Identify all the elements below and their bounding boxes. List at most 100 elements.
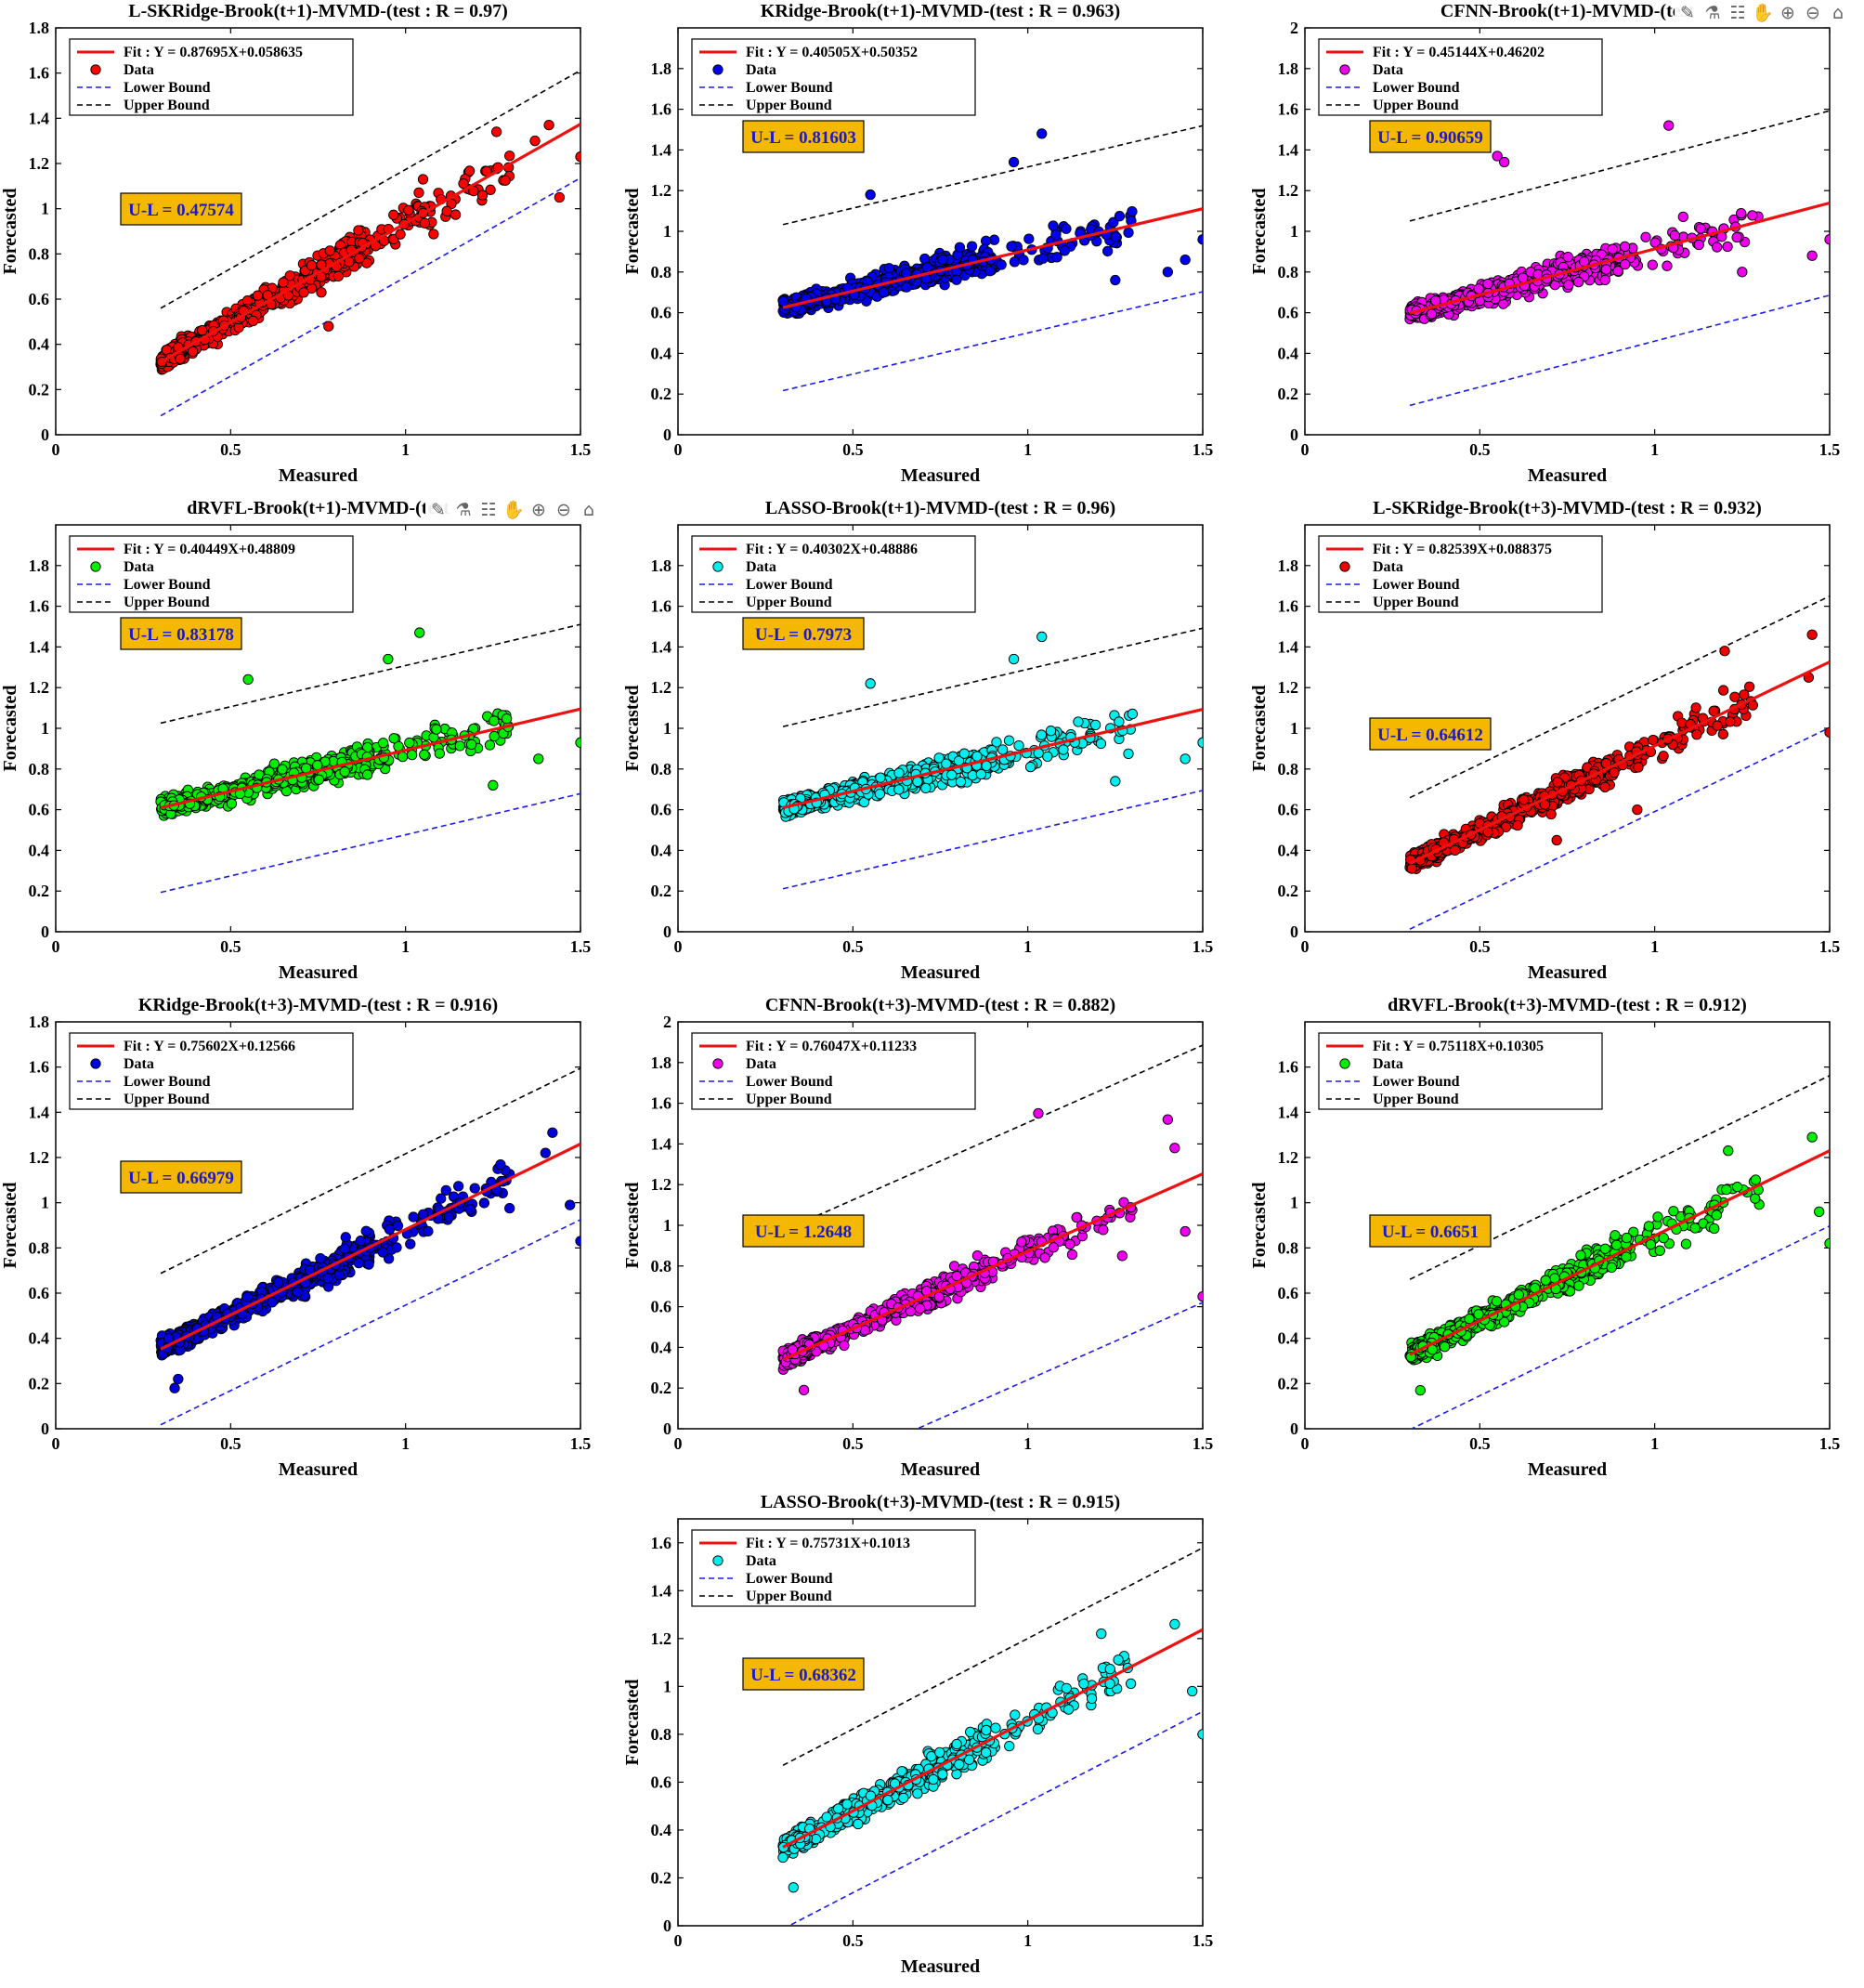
- home-icon[interactable]: ⌂: [583, 500, 594, 520]
- y-tick-label: 0.2: [29, 1374, 50, 1393]
- y-tick-label: 0.4: [29, 335, 50, 354]
- x-tick-label: 0: [674, 937, 683, 956]
- data-point: [432, 725, 441, 734]
- x-tick-label: 1.5: [570, 440, 592, 459]
- y-tick-label: 1.8: [29, 556, 50, 575]
- chart-panel-1: L-SKRidge-Brook(t+1)-MVMD-(test : R = 0.…: [0, 0, 613, 497]
- data-point: [534, 754, 543, 764]
- export-icon[interactable]: ✎: [1680, 3, 1695, 23]
- chart-title: dRVFL-Brook(t+1)-MVMD-(test: [187, 498, 450, 518]
- legend-lower-label: Lower Bound: [1373, 577, 1460, 593]
- y-tick-label: 1: [663, 719, 671, 738]
- y-tick-label: 0: [41, 1419, 49, 1438]
- data-point: [485, 740, 494, 750]
- data-point: [299, 288, 308, 297]
- data-point: [919, 254, 929, 263]
- data-point: [1019, 255, 1028, 265]
- y-tick-label: 1.6: [651, 100, 672, 119]
- y-tick-label: 0.8: [29, 244, 50, 263]
- data-point: [1519, 795, 1529, 804]
- data-point: [1128, 206, 1137, 216]
- data-point: [502, 713, 511, 723]
- datatip-icon[interactable]: ☷: [480, 500, 496, 520]
- axes-toolbar[interactable]: ✎ ⚗ ☷ ✋ ⊕ ⊖ ⌂: [1675, 0, 1860, 24]
- data-point: [1483, 279, 1493, 288]
- data-point: [491, 127, 501, 137]
- ul-annotation: U-L = 0.7973: [743, 618, 864, 649]
- brush-icon[interactable]: ⚗: [455, 500, 471, 520]
- pan-icon[interactable]: ✋: [502, 499, 525, 520]
- x-tick-label: 1: [401, 1434, 410, 1453]
- axes-toolbar[interactable]: ✎ ⚗ ☷ ✋ ⊕ ⊖ ⌂: [425, 497, 611, 521]
- data-point: [333, 271, 343, 281]
- legend-lower-label: Lower Bound: [1373, 80, 1460, 96]
- y-tick-label: 2: [1290, 19, 1298, 37]
- zoom-in-icon[interactable]: ⊕: [531, 500, 546, 520]
- data-point: [1732, 232, 1741, 242]
- chart-title: CFNN-Brook(t+1)-MVMD-(test: [1440, 1, 1695, 21]
- y-tick-label: 0: [41, 425, 49, 444]
- y-axis-label: Forecasted: [1249, 189, 1270, 275]
- y-tick-label: 0.2: [1278, 385, 1299, 403]
- y-tick-label: 0.4: [29, 841, 50, 859]
- x-tick-label: 1: [1650, 440, 1659, 459]
- data-point: [938, 255, 947, 264]
- data-point: [420, 750, 429, 759]
- ul-label: U-L = 0.83178: [128, 625, 234, 645]
- chart-title: KRidge-Brook(t+1)-MVMD-(test : R = 0.963…: [761, 1, 1120, 21]
- data-point: [1553, 778, 1562, 787]
- y-tick-label: 0: [41, 922, 49, 941]
- x-tick-label: 1.5: [570, 937, 592, 956]
- legend-fit-label: Fit : Y = 0.40505X+0.50352: [746, 45, 918, 60]
- y-tick-label: 1.6: [29, 1058, 50, 1077]
- y-tick-label: 1.6: [1278, 100, 1299, 119]
- x-tick-label: 1.5: [1819, 937, 1841, 956]
- zoom-in-icon[interactable]: ⊕: [1780, 3, 1795, 23]
- zoom-out-icon[interactable]: ⊖: [1805, 3, 1820, 23]
- legend-fit-label: Fit : Y = 0.87695X+0.058635: [124, 45, 303, 60]
- y-tick-label: 0.6: [1278, 801, 1299, 819]
- y-tick-label: 0.8: [1278, 263, 1299, 281]
- export-icon[interactable]: ✎: [431, 500, 446, 520]
- pan-icon[interactable]: ✋: [1752, 2, 1774, 23]
- data-point: [1128, 709, 1137, 718]
- x-tick-label: 1.5: [1193, 937, 1214, 956]
- y-tick-label: 1.2: [1278, 181, 1299, 200]
- data-point: [188, 347, 197, 356]
- data-point: [876, 773, 885, 782]
- data-point: [576, 152, 585, 162]
- y-tick-label: 0.8: [29, 1238, 50, 1257]
- data-point: [1407, 864, 1416, 873]
- data-point: [405, 738, 414, 747]
- datatip-icon[interactable]: ☷: [1729, 3, 1745, 23]
- data-point: [1163, 268, 1172, 277]
- data-point: [967, 242, 976, 251]
- y-tick-label: 0.4: [29, 1329, 50, 1348]
- x-tick-label: 0.5: [1469, 937, 1491, 956]
- x-tick-label: 0: [674, 440, 683, 459]
- data-point: [477, 190, 487, 200]
- chart-svg: L-SKRidge-Brook(t+3)-MVMD-(test : R = 0.…: [1249, 497, 1862, 994]
- data-point: [324, 321, 333, 331]
- y-axis-label: Forecasted: [0, 189, 20, 275]
- y-tick-label: 1.4: [1278, 140, 1299, 159]
- data-point: [464, 166, 474, 176]
- ul-annotation: U-L = 0.83178: [121, 618, 241, 649]
- data-point: [1718, 729, 1727, 739]
- y-tick-label: 1.4: [651, 637, 672, 656]
- y-tick-label: 0.2: [651, 882, 672, 900]
- home-icon[interactable]: ⌂: [1832, 3, 1844, 23]
- zoom-out-icon[interactable]: ⊖: [556, 500, 571, 520]
- data-point: [1694, 240, 1703, 249]
- data-point: [389, 210, 398, 219]
- data-point: [407, 750, 416, 759]
- brush-icon[interactable]: ⚗: [1704, 3, 1720, 23]
- y-tick-label: 0.8: [29, 760, 50, 778]
- legend-data-label: Data: [1373, 559, 1403, 575]
- data-point: [1059, 745, 1068, 754]
- x-tick-label: 1: [401, 440, 410, 459]
- data-point: [1720, 647, 1729, 656]
- legend-fit-label: Fit : Y = 0.82539X+0.088375: [1373, 542, 1552, 557]
- data-point: [1009, 157, 1018, 166]
